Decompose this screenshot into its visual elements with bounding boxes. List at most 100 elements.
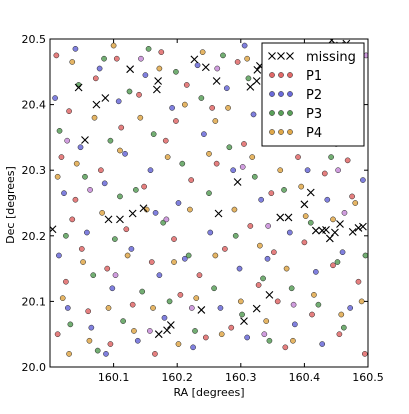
data-point	[282, 344, 289, 351]
x-tick-label: 160.4	[289, 371, 321, 384]
missing-marker	[190, 55, 199, 64]
data-point	[141, 183, 147, 190]
data-point	[107, 137, 114, 144]
data-point	[231, 206, 238, 213]
y-axis-label: Dec [degrees]	[4, 166, 17, 244]
x-tick-label: 160.5	[352, 371, 384, 384]
data-point	[263, 318, 270, 324]
missing-marker	[265, 290, 274, 299]
data-point	[239, 311, 245, 318]
data-point	[222, 246, 228, 252]
data-point	[302, 213, 309, 219]
data-point	[92, 75, 99, 82]
data-point	[171, 259, 177, 265]
data-point	[249, 154, 256, 160]
data-point	[131, 328, 137, 334]
missing-marker	[116, 215, 124, 224]
legend-label: missing	[306, 50, 356, 65]
data-point	[63, 232, 69, 239]
data-point	[264, 255, 271, 262]
data-point	[192, 328, 198, 334]
x-tick-label: 160.3	[225, 371, 257, 384]
data-point	[236, 265, 243, 272]
legend-marker-icon	[286, 52, 294, 60]
missing-marker	[166, 321, 175, 329]
plot-frame	[49, 38, 369, 368]
data-point	[101, 180, 108, 187]
x-tick-label: 160.2	[161, 371, 193, 384]
data-point	[152, 209, 159, 216]
y-tick-label: 20.1	[22, 295, 47, 308]
data-point	[234, 59, 241, 65]
missing-marker	[101, 94, 110, 102]
data-point	[59, 295, 66, 301]
data-point	[309, 311, 315, 318]
data-point	[101, 55, 107, 62]
legend-label: P1	[306, 69, 322, 84]
data-point	[330, 216, 336, 223]
legend-marker-icon	[287, 91, 293, 97]
data-point	[339, 249, 346, 256]
data-point	[206, 190, 212, 197]
data-point	[206, 150, 212, 157]
data-point	[225, 105, 231, 111]
data-point	[126, 88, 133, 95]
data-point	[268, 190, 275, 197]
legend-marker-icon	[277, 52, 285, 60]
legend-marker-icon	[269, 129, 275, 135]
missing-marker	[276, 213, 285, 222]
data-point	[150, 305, 156, 311]
data-point	[150, 131, 157, 137]
data-point	[152, 351, 158, 357]
data-point	[241, 42, 248, 49]
data-point	[286, 229, 293, 236]
data-point	[122, 150, 128, 157]
data-point	[198, 95, 205, 101]
data-point	[115, 98, 122, 105]
data-point	[56, 127, 63, 134]
data-point	[58, 154, 65, 160]
data-point	[117, 193, 123, 200]
y-tick-label: 20.4	[22, 99, 47, 112]
data-point	[67, 321, 74, 328]
legend-entry: P3	[269, 107, 322, 122]
data-point	[169, 105, 175, 111]
data-point	[261, 331, 268, 338]
missing-marker	[154, 330, 163, 339]
data-point	[207, 229, 214, 236]
missing-marker	[81, 136, 89, 144]
data-point	[228, 324, 235, 331]
data-point	[245, 75, 252, 82]
data-point	[283, 265, 290, 272]
legend-marker-icon	[287, 110, 293, 116]
data-point	[179, 160, 186, 167]
data-point	[281, 187, 287, 193]
data-point	[255, 282, 262, 288]
data-point	[361, 351, 368, 357]
data-point	[211, 285, 217, 292]
data-point	[330, 262, 336, 269]
data-point	[311, 291, 317, 298]
missing-marker	[311, 226, 320, 235]
data-point	[185, 252, 192, 259]
data-point	[72, 196, 79, 203]
data-point	[298, 183, 305, 190]
data-point	[257, 242, 263, 249]
missing-marker	[104, 215, 113, 224]
data-point	[336, 331, 343, 338]
data-point	[177, 291, 184, 298]
data-point	[61, 190, 67, 197]
data-point	[247, 223, 254, 229]
data-point	[128, 246, 135, 252]
data-point	[199, 49, 206, 55]
legend-label: P3	[306, 107, 322, 122]
data-point	[87, 187, 93, 193]
data-point	[362, 252, 368, 259]
data-point	[90, 272, 97, 279]
y-tick-label: 20.0	[22, 361, 47, 374]
data-point	[66, 351, 72, 357]
data-point	[91, 114, 98, 121]
data-point	[250, 111, 257, 118]
data-point	[340, 324, 347, 331]
